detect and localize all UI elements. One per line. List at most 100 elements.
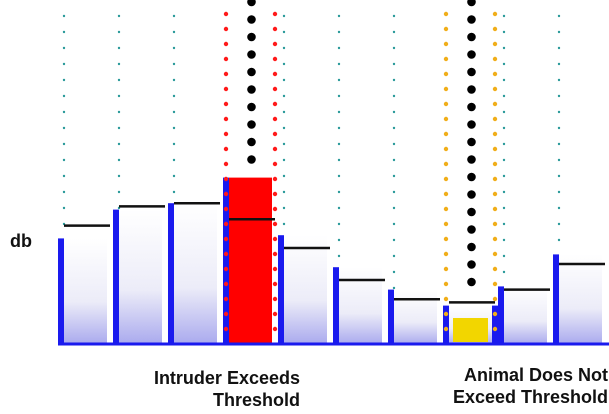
signal-edge: [223, 177, 229, 344]
animal-dot: [492, 191, 498, 197]
intruder-dot: [223, 311, 229, 317]
grid-dot: [282, 30, 286, 34]
animal-dot: [492, 176, 498, 182]
grid-dot: [117, 174, 121, 178]
grid-dot: [557, 158, 561, 162]
intruder-dot: [223, 191, 229, 197]
animal-dot: [443, 221, 449, 227]
animal-trail-dot: [467, 207, 476, 217]
animal-dot: [443, 236, 449, 242]
signal-edge: [333, 267, 339, 344]
grid-dot: [502, 206, 506, 210]
grid-dot: [172, 126, 176, 130]
intruder-dot: [272, 41, 278, 47]
grid-dot: [557, 190, 561, 194]
animal-trail-dot: [467, 120, 476, 129]
signal-edge: [553, 254, 559, 344]
grid-dot: [502, 14, 506, 18]
signal-fill: [64, 238, 107, 344]
bin-7-normal: [388, 289, 440, 344]
grid-dot: [117, 94, 121, 98]
animal-trail-dot: [467, 50, 476, 59]
animal-dot: [492, 41, 498, 47]
intruder-caption-line-1: Intruder Exceeds: [153, 368, 300, 388]
bin-8-animal: [443, 301, 498, 344]
bins: [58, 177, 605, 344]
animal-dot: [492, 326, 498, 332]
animal-trail-dot: [467, 225, 476, 234]
signal-edge: [443, 305, 449, 344]
grid-dot: [557, 206, 561, 210]
intruder-dot: [223, 116, 229, 122]
grid-dot: [282, 126, 286, 130]
grid-dot: [392, 142, 396, 146]
grid-dot: [282, 46, 286, 50]
grid-dot: [62, 78, 66, 82]
grid-dot: [502, 174, 506, 178]
grid-dot: [62, 14, 66, 18]
intruder-dot: [272, 131, 278, 137]
grid-dot: [502, 270, 506, 274]
grid-dot: [392, 174, 396, 178]
intruder-dot: [272, 11, 278, 17]
intruder-dot: [223, 326, 229, 332]
grid-dot: [62, 174, 66, 178]
intruder-dot: [272, 161, 278, 167]
signal-edge: [278, 235, 284, 344]
grid-dot: [172, 30, 176, 34]
grid-dot: [337, 94, 341, 98]
signal-fill: [559, 254, 602, 344]
intruder-dot: [223, 56, 229, 62]
grid-dot: [62, 126, 66, 130]
grid-dot: [392, 94, 396, 98]
animal-dot: [492, 11, 498, 17]
grid-dot: [172, 78, 176, 82]
animal-caption: Animal Does Not Exceed Threshold: [398, 364, 608, 408]
grid-dot: [502, 30, 506, 34]
grid-dot: [337, 46, 341, 50]
grid-dot: [282, 206, 286, 210]
grid-dot: [337, 222, 341, 226]
animal-dot: [492, 311, 498, 317]
grid-dot: [172, 94, 176, 98]
intruder-dot: [223, 281, 229, 287]
grid-dot: [117, 78, 121, 82]
intruder-dot: [272, 191, 278, 197]
intruder-dot: [223, 176, 229, 182]
intruder-dot: [223, 71, 229, 77]
signal-fill: [394, 289, 437, 344]
animal-dot: [443, 251, 449, 257]
animal-dot: [443, 191, 449, 197]
bin-10-normal: [553, 254, 605, 344]
animal-dot: [443, 101, 449, 107]
grid-dot: [282, 78, 286, 82]
animal-dot: [443, 161, 449, 167]
intruder-trail-dot: [247, 67, 256, 77]
bin-5-normal: [278, 235, 330, 344]
animal-dot: [443, 311, 449, 317]
grid-dot: [392, 270, 396, 274]
grid-dot: [392, 14, 396, 18]
grid-dot: [172, 158, 176, 162]
grid-dot: [337, 174, 341, 178]
grid-dot: [282, 174, 286, 178]
grid-dot: [502, 94, 506, 98]
animal-trail-dot: [467, 242, 476, 252]
intruder-dot: [223, 221, 229, 227]
animal-dot: [443, 266, 449, 272]
animal-dot: [492, 56, 498, 62]
animal-trail-dot: [467, 137, 476, 147]
animal-dot: [443, 146, 449, 152]
intruder-trail-dot: [247, 32, 256, 42]
animal-dot: [443, 206, 449, 212]
bin-1-normal: [58, 224, 110, 344]
signal-fill: [284, 235, 327, 344]
intruder-trail-dot: [247, 102, 256, 112]
animal-dot: [443, 56, 449, 62]
animal-trail-dot: [467, 15, 476, 24]
grid-dot: [282, 14, 286, 18]
intruder-bar: [229, 177, 272, 344]
bin-9-normal: [498, 286, 550, 344]
grid-dot: [392, 78, 396, 82]
